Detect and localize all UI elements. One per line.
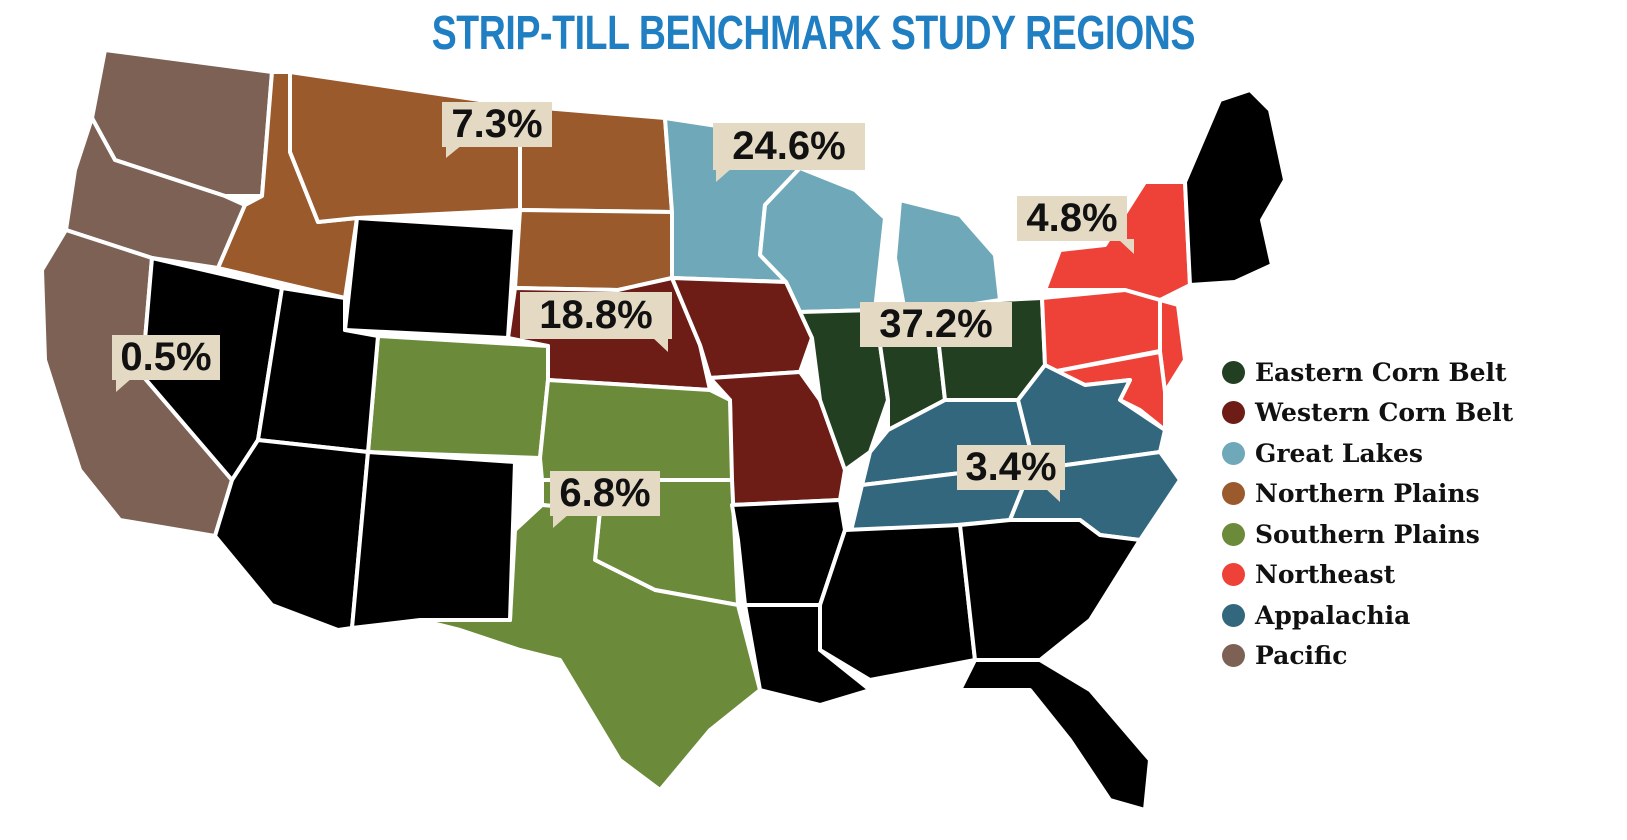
state-arizona xyxy=(213,438,370,632)
state-new-jersey xyxy=(1158,298,1187,394)
legend-label: Great Lakes xyxy=(1255,438,1423,468)
legend-label: Pacific xyxy=(1255,641,1348,671)
map-title: STRIP-TILL BENCHMARK STUDY REGIONS xyxy=(431,7,1196,60)
legend-swatch xyxy=(1222,563,1245,587)
state-michigan xyxy=(893,198,1002,314)
percent-label: 37.2% xyxy=(879,302,992,346)
label-pacific: 0.5% xyxy=(112,335,220,392)
legend-swatch xyxy=(1222,482,1245,506)
legend-item: Great Lakes xyxy=(1222,433,1513,474)
legend-swatch xyxy=(1222,522,1245,546)
percent-label: 24.6% xyxy=(732,124,845,168)
label-western-corn-belt: 18.8% xyxy=(520,292,672,352)
state-kansas xyxy=(538,378,734,482)
state-georgia-carolina xyxy=(958,518,1142,662)
legend-label: Southern Plains xyxy=(1255,519,1480,549)
legend-item: Eastern Corn Belt xyxy=(1222,352,1513,393)
state-florida xyxy=(958,658,1152,812)
state-south-dakota xyxy=(513,208,674,292)
legend-item: Southern Plains xyxy=(1222,514,1513,555)
legend-item: Western Corn Belt xyxy=(1222,393,1513,434)
label-northern-plains: 7.3% xyxy=(442,102,552,158)
legend-label: Northern Plains xyxy=(1255,479,1480,509)
state-new-england xyxy=(1183,88,1287,287)
legend-label: Western Corn Belt xyxy=(1255,398,1514,428)
percent-label: 4.8% xyxy=(1026,196,1117,240)
legend-label: Eastern Corn Belt xyxy=(1255,357,1507,387)
legend-label: Appalachia xyxy=(1255,600,1411,630)
label-appalachia: 3.4% xyxy=(957,445,1065,502)
state-mississippi-alabama xyxy=(818,523,977,682)
legend-swatch xyxy=(1222,360,1245,384)
state-wyoming xyxy=(343,216,517,340)
label-northeast: 4.8% xyxy=(1017,196,1134,254)
state-new-mexico xyxy=(350,450,517,630)
legend-item: Appalachia xyxy=(1222,595,1513,636)
legend-swatch xyxy=(1222,644,1245,668)
label-eastern-corn-belt: 37.2% xyxy=(860,302,1012,347)
percent-label: 7.3% xyxy=(451,102,542,146)
state-iowa xyxy=(670,276,814,380)
percent-label: 0.5% xyxy=(120,335,211,379)
label-great-lakes: 24.6% xyxy=(713,123,865,182)
legend: Eastern Corn Belt Western Corn Belt Great … xyxy=(1222,352,1513,676)
percent-label: 18.8% xyxy=(539,293,652,337)
legend-item: Northeast xyxy=(1222,555,1513,596)
state-colorado xyxy=(366,334,550,460)
label-southern-plains: 6.8% xyxy=(550,471,660,528)
percent-label: 6.8% xyxy=(559,471,650,515)
legend-swatch xyxy=(1222,603,1245,627)
legend-label: Northeast xyxy=(1255,560,1396,590)
legend-swatch xyxy=(1222,441,1245,465)
legend-item: Pacific xyxy=(1222,636,1513,677)
legend-swatch xyxy=(1222,401,1245,425)
percent-label: 3.4% xyxy=(965,445,1056,489)
legend-item: Northern Plains xyxy=(1222,474,1513,515)
